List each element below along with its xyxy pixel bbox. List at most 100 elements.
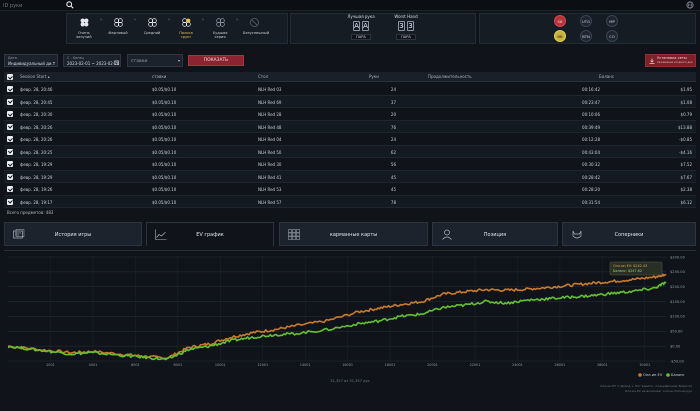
- position-btn[interactable]: BTN: [580, 30, 592, 42]
- table-row[interactable]: февр. 28, 20:45 $0.05/$0.10 NLH Red 69 37 00…: [4, 95, 696, 108]
- stage-unsuccessful[interactable]: Безуспешный: [243, 17, 269, 35]
- column-duration[interactable]: Продолжительность: [428, 74, 472, 79]
- hands-cell: 45: [390, 187, 396, 192]
- row-checkbox[interactable]: [7, 173, 13, 180]
- stage-very-lucky[interactable]: Очень везучий: [73, 17, 95, 39]
- tab-pocket-cards[interactable]: карманные карты: [279, 222, 428, 246]
- session-start-cell: февр. 28, 19:29: [20, 162, 53, 167]
- row-checkbox[interactable]: [7, 123, 13, 130]
- balance-cell: $0.79: [680, 112, 692, 117]
- clover-outline-icon: [113, 18, 123, 27]
- session-start-cell: февр. 28, 20:30: [20, 112, 53, 117]
- stakes-cell: $0.05/$0.10: [152, 112, 177, 117]
- person-icon: [442, 229, 452, 240]
- stage-worst-series[interactable]: Худшая серия: [209, 17, 231, 39]
- stage-average[interactable]: Средний: [141, 17, 163, 35]
- table-row[interactable]: февр. 28, 20:25 $0.05/$0.10 NLH Red 50 62 00…: [4, 145, 696, 158]
- hands-cell: 20: [390, 112, 396, 117]
- row-checkbox[interactable]: [7, 148, 13, 155]
- stakes-cell: $0.05/$0.10: [152, 137, 177, 142]
- table-row[interactable]: февр. 28, 20:26 $0.05/$0.10 NLH Red 48 76 00…: [4, 120, 696, 133]
- globe-icon[interactable]: [686, 1, 694, 9]
- column-table[interactable]: Стол: [258, 74, 269, 79]
- duration-cell: 00:43:04: [582, 149, 600, 155]
- row-checkbox[interactable]: [7, 111, 13, 117]
- hands-cell: 76: [390, 124, 396, 130]
- line-chart-icon: [155, 229, 167, 240]
- tab-ev-graph[interactable]: EV график: [146, 222, 274, 246]
- grid-icon: [288, 229, 300, 240]
- clover-streak-icon: [181, 18, 191, 27]
- balance-cell: $7.52: [680, 162, 692, 167]
- streak-stages: Очень везучий › Фартовый › Средний › Пол…: [73, 17, 269, 39]
- x-tick-label: 16001: [342, 363, 353, 367]
- session-start-cell: февр. 28, 19:29: [20, 174, 53, 180]
- table-row[interactable]: февр. 28, 19:17 $0.05/$0.10 NLH Red 57 78 00…: [4, 195, 696, 208]
- position-utg[interactable]: UTG: [580, 15, 592, 27]
- date-mode-select[interactable]: Дата Индивидуальный ди... ▾: [4, 54, 58, 67]
- legend-swatch: [638, 373, 642, 377]
- tab-game-history[interactable]: История игры: [4, 222, 142, 246]
- row-checkbox[interactable]: [7, 198, 13, 205]
- table-name-cell: NLH Red 28: [258, 112, 282, 117]
- row-checkbox[interactable]: [7, 186, 13, 192]
- hands-cell: 45: [390, 174, 396, 180]
- table-row[interactable]: февр. 28, 20:30 $0.05/$0.10 NLH Red 28 20 00…: [4, 108, 696, 121]
- select-all-checkbox[interactable]: [7, 74, 13, 80]
- y-tick-label: $150.00: [670, 300, 686, 304]
- column-stakes[interactable]: ставки: [152, 74, 167, 79]
- duration-cell: 00:23:47: [582, 99, 600, 105]
- y-tick-label: $50.00: [670, 330, 683, 334]
- calendar-icon[interactable]: [114, 60, 119, 65]
- x-tick-label: 20001: [427, 363, 438, 367]
- tab-opponents[interactable]: Соперники: [562, 222, 696, 246]
- session-start-cell: февр. 28, 19:26: [20, 187, 53, 192]
- date-range-picker[interactable]: С - Конец 2023-02-01 ~ 2023-02-28: [63, 54, 121, 67]
- row-checkbox[interactable]: [7, 136, 13, 142]
- stakes-cell: $0.05/$0.10: [152, 124, 177, 130]
- stakes-cell: $0.05/$0.10: [152, 87, 177, 92]
- row-checkbox[interactable]: [7, 86, 13, 92]
- stage-hand-streak[interactable]: Полоса «рук»: [175, 17, 197, 39]
- y-tick-label: -$50.00: [670, 359, 685, 363]
- chart-footnote: Олл-ин EV не включает олл-ин Олл-ин рук: [625, 389, 692, 393]
- position-sb[interactable]: SB: [554, 15, 566, 27]
- balance-cell: -$0.85: [679, 137, 692, 142]
- session-start-cell: февр. 28, 20:46: [20, 87, 53, 92]
- table-row[interactable]: февр. 28, 19:29 $0.05/$0.10 NLH Red 41 45 00…: [4, 170, 696, 183]
- x-tick-label: 12001: [257, 363, 268, 367]
- stage-lucky[interactable]: Фартовый: [107, 17, 129, 35]
- x-tick-label: 24001: [512, 363, 523, 367]
- duration-cell: 00:28:20: [582, 187, 600, 192]
- worst-hand-pair-button[interactable]: ПАРА: [396, 34, 416, 40]
- hands-cell: 37: [390, 99, 396, 105]
- table-name-cell: NLH Red 50: [258, 149, 282, 155]
- hand-id-search-input[interactable]: [3, 1, 63, 10]
- stakes-cell: $0.05/$0.10: [152, 149, 177, 155]
- column-hands[interactable]: Руки: [369, 74, 379, 79]
- row-checkbox[interactable]: [7, 161, 13, 167]
- table-row[interactable]: февр. 28, 20:46 $0.05/$0.10 NLH Red 03 24 00…: [4, 83, 696, 96]
- row-checkbox[interactable]: [7, 98, 13, 105]
- stakes-select[interactable]: ставки ▾: [127, 54, 183, 67]
- column-balance[interactable]: Баланс: [599, 74, 615, 79]
- table-row[interactable]: февр. 28, 19:29 $0.05/$0.10 NLH Red 30 56 00…: [4, 158, 696, 171]
- position-co[interactable]: CO: [606, 30, 618, 42]
- chevron-right-icon: ›: [134, 17, 136, 23]
- chevron-right-icon: ›: [168, 17, 170, 23]
- balance-cell: $2.38: [680, 187, 692, 192]
- session-start-cell: февр. 28, 20:26: [20, 137, 53, 142]
- duration-cell: 00:39:49: [582, 124, 600, 130]
- column-session-start[interactable]: Session Start ▴: [20, 74, 50, 79]
- position-bb[interactable]: BB: [554, 30, 566, 42]
- table-row[interactable]: февр. 28, 20:26 $0.05/$0.10 NLH Red 04 24 00…: [4, 133, 696, 146]
- tab-position[interactable]: Позиция: [432, 222, 558, 246]
- worst-hand-card: 3: [407, 21, 414, 31]
- table-row[interactable]: февр. 28, 19:26 $0.05/$0.10 NLH Red 53 45 00…: [4, 183, 696, 196]
- best-hand-pair-button[interactable]: ПАРА: [351, 34, 371, 40]
- install-sets-button[interactable]: Установка сеты Скачивание игорного дня: [645, 54, 696, 67]
- search-icon[interactable]: [66, 1, 74, 9]
- hands-cell: 24: [390, 137, 396, 142]
- show-button[interactable]: ПОКАЗАТЬ: [188, 55, 244, 66]
- position-mp[interactable]: MP: [606, 15, 618, 27]
